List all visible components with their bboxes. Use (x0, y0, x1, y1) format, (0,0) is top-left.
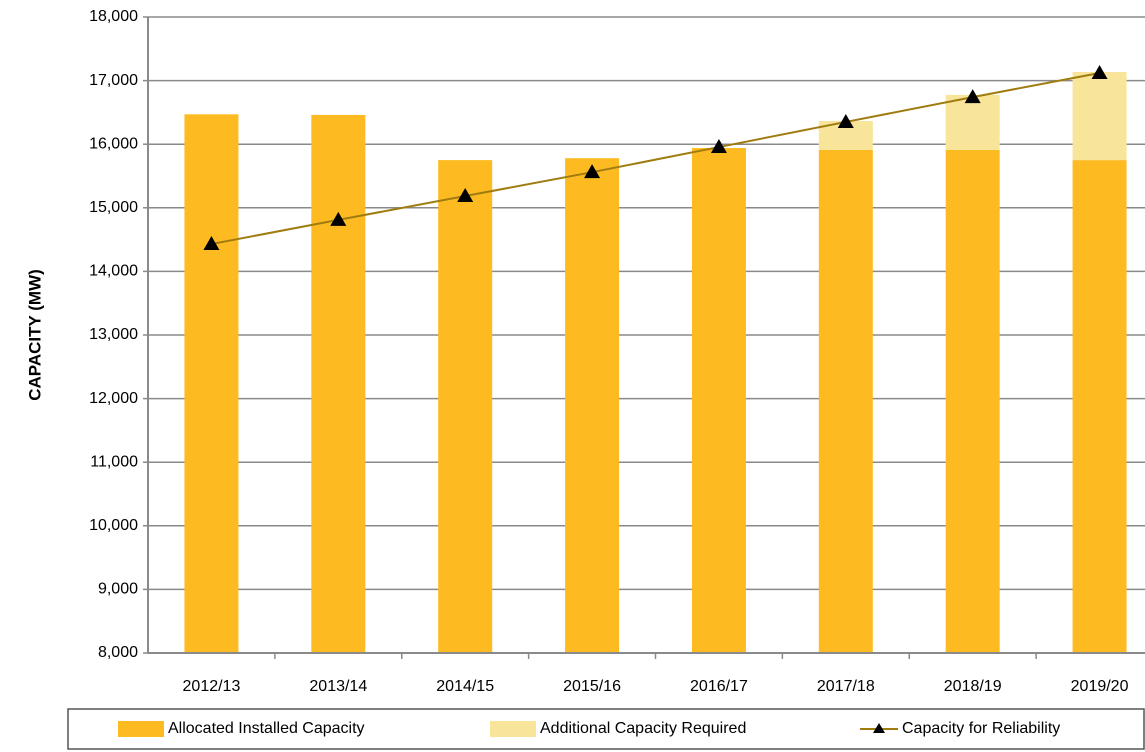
y-tick-label: 16,000 (89, 135, 138, 152)
y-tick-label: 18,000 (89, 8, 138, 25)
marker (837, 113, 854, 128)
bar (945, 149, 1000, 653)
y-tick-label: 14,000 (89, 263, 138, 280)
x-tick-label: 2015/16 (563, 678, 621, 695)
x-tick-label: 2018/19 (944, 678, 1002, 695)
bar (184, 114, 239, 654)
marker (584, 164, 601, 179)
x-tick-label: 2019/20 (1071, 678, 1129, 695)
y-tick-label: 15,000 (89, 199, 138, 216)
y-tick-label: 13,000 (89, 326, 138, 343)
bar (818, 149, 873, 653)
x-tick-label: 2013/14 (309, 678, 367, 695)
y-tick-label: 11,000 (90, 453, 138, 470)
marker (1091, 64, 1108, 79)
y-tick-label: 10,000 (89, 517, 138, 534)
bar (1072, 160, 1127, 653)
marker (964, 89, 981, 104)
marker (203, 236, 220, 251)
y-axis-label: CAPACITY (MW) (25, 269, 44, 401)
legend-label: Additional Capacity Required (540, 720, 746, 737)
y-tick-label: 17,000 (89, 72, 138, 89)
bar (1072, 72, 1127, 161)
line (211, 71, 1100, 246)
marker (710, 139, 727, 154)
x-tick-label: 2012/13 (183, 678, 241, 695)
legend-box (67, 708, 1145, 750)
y-tick-label: 8,000 (98, 644, 138, 661)
marker (330, 211, 347, 226)
bar (945, 94, 1000, 150)
y-tick-label: 9,000 (98, 581, 138, 598)
x-tick-label: 2016/17 (690, 678, 748, 695)
x-tick-label: 2014/15 (436, 678, 494, 695)
bar (691, 148, 746, 654)
bar (311, 114, 366, 654)
legend-marker (873, 723, 885, 733)
legend-swatch (490, 721, 536, 737)
bar (565, 158, 620, 653)
legend-label: Allocated Installed Capacity (168, 720, 365, 737)
legend-label: Capacity for Reliability (902, 720, 1060, 737)
marker (457, 188, 474, 203)
bar (438, 160, 493, 653)
x-tick-label: 2017/18 (817, 678, 875, 695)
y-tick-label: 12,000 (89, 390, 138, 407)
legend-swatch (118, 721, 164, 737)
